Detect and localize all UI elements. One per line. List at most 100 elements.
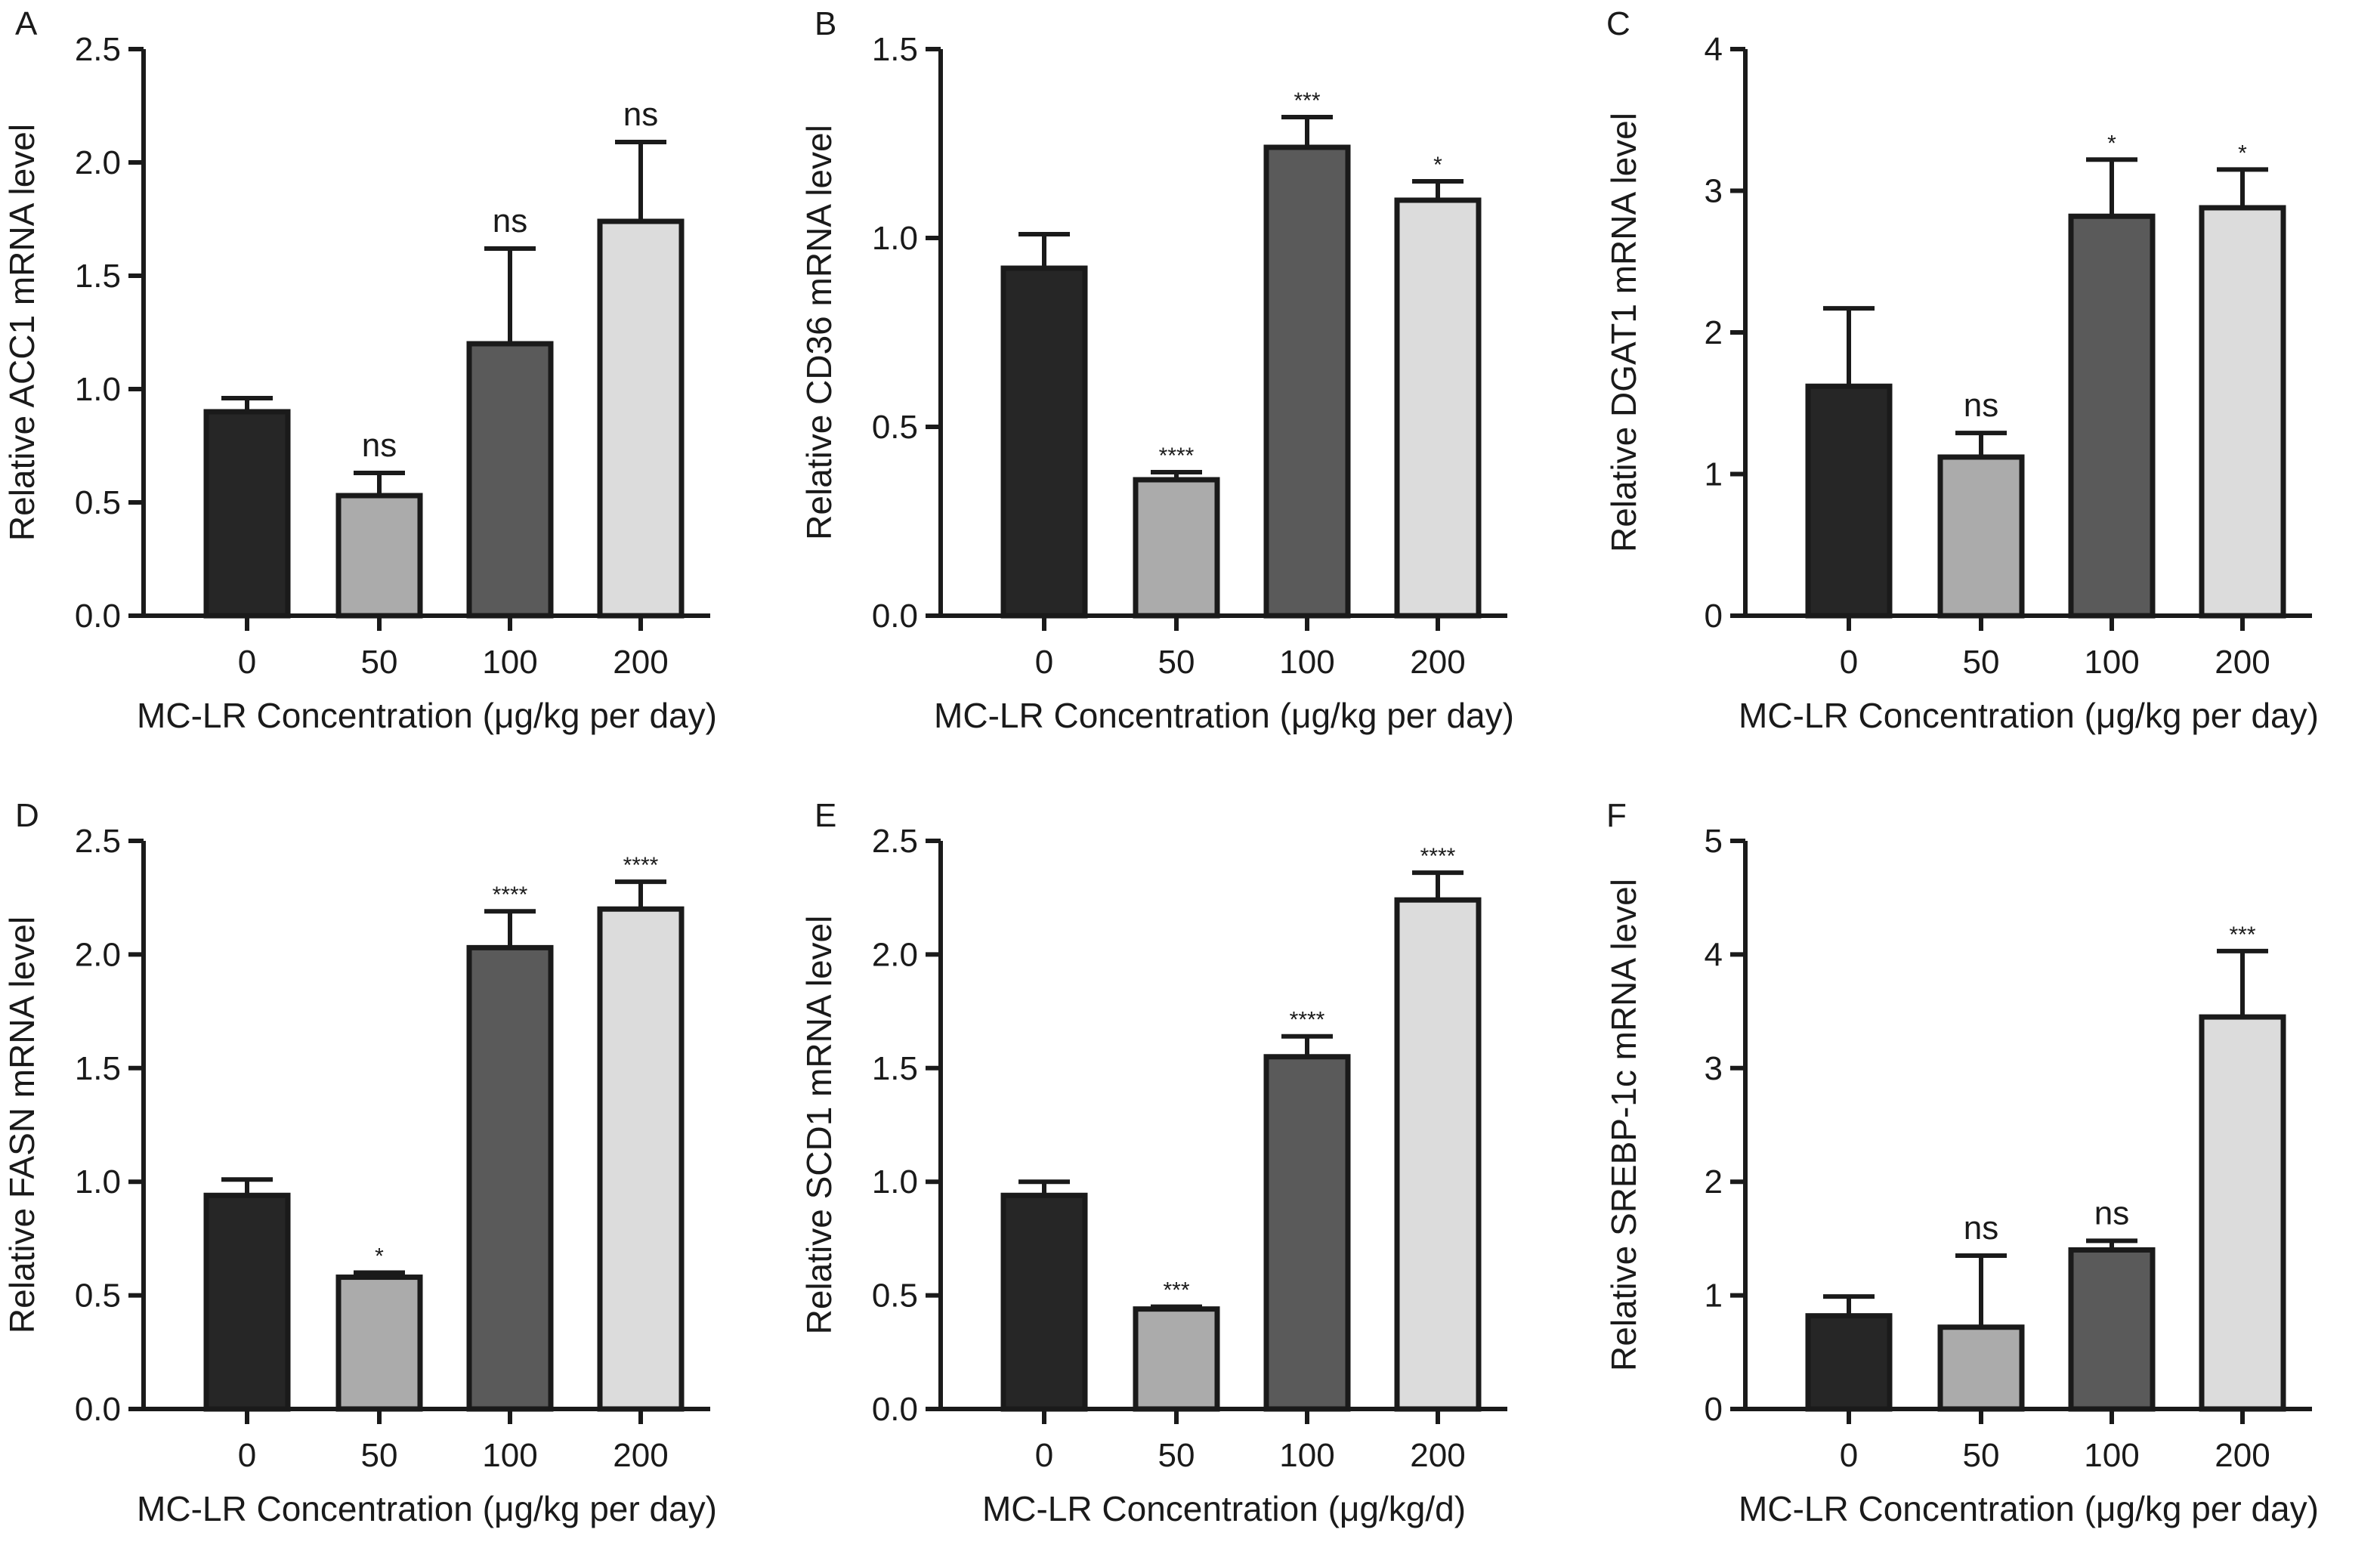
panel-letter: F <box>1606 797 1627 834</box>
x-tick-label: 200 <box>1410 1437 1465 1474</box>
x-axis-title: MC-LR Concentration (μg/kg per day) <box>137 1489 717 1528</box>
significance-label: ns <box>1964 1210 1998 1247</box>
x-axis-title: MC-LR Concentration (μg/kg per day) <box>934 696 1514 735</box>
significance-label: ns <box>493 202 527 239</box>
x-tick-label: 50 <box>361 644 398 681</box>
x-tick-label: 100 <box>482 1437 537 1474</box>
x-tick-label: 50 <box>1158 644 1195 681</box>
bar-100 <box>2068 213 2156 619</box>
y-axis-title: Relative CD36 mRNA level <box>799 125 839 540</box>
x-tick-label: 200 <box>613 644 668 681</box>
y-tick-label: 2.5 <box>75 823 121 860</box>
y-tick-label: 2 <box>1705 314 1723 351</box>
bar-100 <box>466 944 554 1412</box>
x-tick-label: 200 <box>2215 644 2270 681</box>
x-axis-title: MC-LR Concentration (μg/kg per day) <box>1739 696 2319 735</box>
x-tick-label: 200 <box>1410 644 1465 681</box>
bar-50 <box>335 493 423 619</box>
significance-label: * <box>2107 131 2116 156</box>
x-tick-label: 100 <box>1279 1437 1334 1474</box>
y-tick-label: 0.5 <box>872 1278 918 1315</box>
y-tick-label: 2.5 <box>75 31 121 68</box>
y-tick-label: 0.5 <box>75 484 121 521</box>
y-tick-label: 2.0 <box>75 144 121 181</box>
y-tick-label: 3 <box>1705 1050 1723 1087</box>
y-tick-label: 2.0 <box>75 936 121 973</box>
y-axis-title: Relative SREBP-1c mRNA level <box>1604 879 1643 1371</box>
y-tick-label: 0.0 <box>872 598 918 635</box>
bar-200 <box>1394 897 1482 1412</box>
x-tick-label: 100 <box>1279 644 1334 681</box>
bar-100 <box>466 341 554 619</box>
significance-label: * <box>2238 141 2247 165</box>
x-axis-title: MC-LR Concentration (μg/kg per day) <box>1739 1489 2319 1528</box>
chart-panel-b: B 0.0 0.5 1.0 1.5 0 50 **** 100 *** 200 * MC-LR Conc… <box>799 5 1514 735</box>
y-tick-label: 5 <box>1705 823 1723 860</box>
y-tick-label: 1.0 <box>75 1163 121 1200</box>
x-tick-label: 50 <box>1963 644 2000 681</box>
panel-letter: B <box>814 5 836 42</box>
panel-letter: E <box>814 797 836 834</box>
y-tick-label: 3 <box>1705 173 1723 210</box>
bar-0 <box>1805 383 1893 619</box>
y-tick-label: 1 <box>1705 456 1723 493</box>
bar-200 <box>597 906 685 1412</box>
x-axis-title: MC-LR Concentration (μg/kg/d) <box>982 1489 1466 1528</box>
bar-0 <box>203 409 291 619</box>
y-axis-title: Relative DGAT1 mRNA level <box>1604 113 1643 552</box>
significance-label: *** <box>1163 1278 1189 1303</box>
bar-50 <box>335 1275 423 1412</box>
y-tick-label: 2.0 <box>872 936 918 973</box>
x-tick-label: 0 <box>1035 1437 1053 1474</box>
x-tick-label: 50 <box>361 1437 398 1474</box>
x-tick-label: 0 <box>1840 1437 1858 1474</box>
significance-label: **** <box>1420 844 1456 869</box>
y-tick-label: 2 <box>1705 1163 1723 1200</box>
y-tick-label: 0.0 <box>872 1391 918 1428</box>
x-axis-title: MC-LR Concentration (μg/kg per day) <box>137 696 717 735</box>
bar-200 <box>597 218 685 619</box>
y-tick-label: 0.0 <box>75 1391 121 1428</box>
bar-100 <box>1263 1054 1351 1412</box>
chart-panel-e: E 0.0 0.5 1.0 1.5 2.0 2.5 0 50 *** 100 **** 200 **** M… <box>799 797 1507 1528</box>
y-tick-label: 0 <box>1705 598 1723 635</box>
y-tick-label: 0.0 <box>75 598 121 635</box>
y-tick-label: 1.0 <box>75 371 121 408</box>
y-tick-label: 0.5 <box>872 409 918 446</box>
significance-label: *** <box>2229 922 2255 947</box>
y-tick-label: 4 <box>1705 31 1723 68</box>
significance-label: **** <box>493 882 528 907</box>
chart-panel-d: D 0.0 0.5 1.0 1.5 2.0 2.5 0 50 * 100 **** 200 **** MC-… <box>2 797 717 1528</box>
y-axis-title: Relative ACC1 mRNA level <box>2 124 42 541</box>
y-axis-title: Relative SCD1 mRNA level <box>799 916 839 1335</box>
significance-label: ns <box>2094 1194 2129 1231</box>
panel-letter: A <box>15 5 38 42</box>
bar-100 <box>1263 144 1351 619</box>
y-tick-label: 1.5 <box>872 1050 918 1087</box>
y-tick-label: 1 <box>1705 1278 1723 1315</box>
significance-label: *** <box>1294 88 1320 113</box>
bar-0 <box>1000 265 1088 619</box>
significance-label: ns <box>362 427 397 464</box>
bar-200 <box>1394 197 1482 619</box>
significance-label: **** <box>623 853 659 878</box>
y-tick-label: 1.0 <box>872 220 918 257</box>
bar-50 <box>1937 1324 2025 1412</box>
x-tick-label: 50 <box>1963 1437 2000 1474</box>
significance-label: ns <box>623 96 658 133</box>
y-tick-label: 1.5 <box>75 258 121 295</box>
significance-label: **** <box>1290 1008 1325 1033</box>
bar-50 <box>1937 454 2025 619</box>
x-tick-label: 100 <box>482 644 537 681</box>
bar-200 <box>2199 1014 2286 1412</box>
y-tick-label: 0.5 <box>75 1278 121 1315</box>
y-tick-label: 1.5 <box>872 31 918 68</box>
x-tick-label: 0 <box>238 1437 256 1474</box>
x-tick-label: 0 <box>238 644 256 681</box>
x-tick-label: 0 <box>1840 644 1858 681</box>
significance-label: * <box>375 1244 384 1269</box>
chart-panel-a: A 0.0 0.5 1.0 1.5 2.0 2.5 0 50 ns 100 ns 200 ns MC-LR … <box>2 5 717 735</box>
panel-letter: C <box>1606 5 1630 42</box>
